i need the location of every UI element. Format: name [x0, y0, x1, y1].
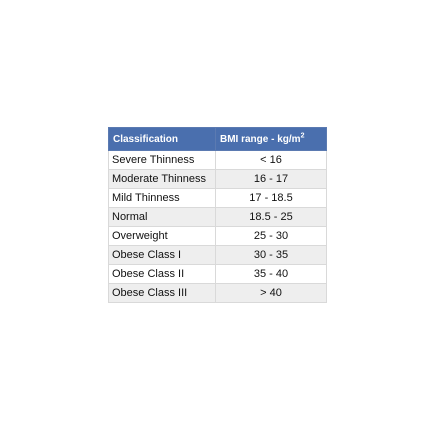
- header-classification: Classification: [108, 127, 216, 151]
- classification-cell: Obese Class III: [108, 283, 216, 303]
- bmi-range-cell: 17 - 18.5: [215, 188, 327, 208]
- table-header: Classification BMI range - kg/m2: [108, 127, 327, 151]
- bmi-range-cell: 18.5 - 25: [215, 207, 327, 227]
- bmi-range-cell: 16 - 17: [215, 169, 327, 189]
- bmi-range-cell: 30 - 35: [215, 245, 327, 265]
- classification-cell: Moderate Thinness: [108, 169, 216, 189]
- table-body: Severe Thinness < 16 Moderate Thinness 1…: [108, 150, 327, 303]
- header-row: Classification BMI range - kg/m2: [108, 127, 327, 151]
- header-bmi-range: BMI range - kg/m2: [215, 127, 327, 151]
- bmi-range-cell: > 40: [215, 283, 327, 303]
- table-row: Obese Class II 35 - 40: [108, 264, 327, 284]
- classification-cell: Obese Class II: [108, 264, 216, 284]
- bmi-classification-table: Classification BMI range - kg/m2 Severe …: [108, 127, 327, 303]
- classification-cell: Normal: [108, 207, 216, 227]
- classification-cell: Obese Class I: [108, 245, 216, 265]
- bmi-range-cell: 25 - 30: [215, 226, 327, 246]
- header-bmi-range-label: BMI range - kg/m: [220, 133, 301, 145]
- classification-cell: Mild Thinness: [108, 188, 216, 208]
- table-row: Obese Class III > 40: [108, 283, 327, 303]
- table-row: Obese Class I 30 - 35: [108, 245, 327, 265]
- table-row: Severe Thinness < 16: [108, 150, 327, 170]
- table-row: Overweight 25 - 30: [108, 226, 327, 246]
- header-bmi-range-exponent: 2: [300, 132, 305, 140]
- table-row: Normal 18.5 - 25: [108, 207, 327, 227]
- classification-cell: Severe Thinness: [108, 150, 216, 170]
- table-row: Moderate Thinness 16 - 17: [108, 169, 327, 189]
- bmi-range-cell: < 16: [215, 150, 327, 170]
- bmi-range-cell: 35 - 40: [215, 264, 327, 284]
- table-row: Mild Thinness 17 - 18.5: [108, 188, 327, 208]
- classification-cell: Overweight: [108, 226, 216, 246]
